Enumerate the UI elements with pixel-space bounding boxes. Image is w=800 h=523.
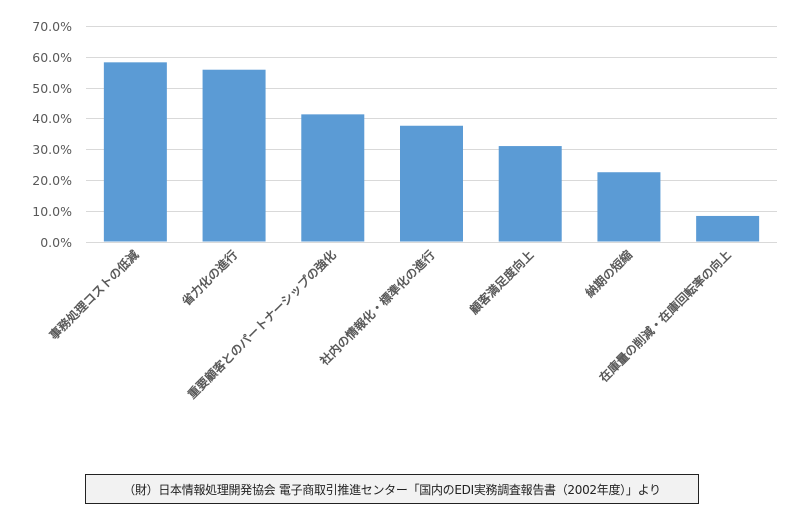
y-tick-label: 50.0% — [32, 81, 72, 96]
bar — [202, 69, 266, 242]
y-tick-label: 70.0% — [32, 19, 72, 34]
x-axis-category-labels: 事務処理コストの低減 省力化の進行重要顧客とのパートナーシップの強化社内の情報化・… — [46, 247, 734, 402]
y-tick-label: 40.0% — [32, 111, 72, 126]
source-note-text: （財）日本情報処理開発協会 電子商取引推進センター「国内のEDI実務調査報告書（… — [123, 482, 661, 497]
y-axis-tick-labels: 0.0% 10.0% 20.0% 30.0% 40.0% 50.0% 60.0% 70.0% — [32, 19, 72, 250]
bar — [400, 125, 463, 242]
y-tick-label: 30.0% — [32, 142, 72, 157]
bar — [498, 146, 562, 242]
y-tick-label: 20.0% — [32, 173, 72, 188]
bars — [103, 62, 760, 242]
bar — [696, 215, 760, 242]
source-note: （財）日本情報処理開発協会 電子商取引推進センター「国内のEDI実務調査報告書（… — [85, 474, 699, 504]
bar — [103, 62, 167, 242]
x-category-label: 納期の短縮 — [582, 247, 635, 300]
bar — [301, 114, 365, 242]
x-category-label: 省力化の進行 — [178, 247, 240, 309]
x-category-label: 社内の情報化・標準化の進行 — [316, 247, 438, 369]
y-tick-label: 10.0% — [32, 204, 72, 219]
x-category-label: 顧客満足度向上 — [466, 247, 536, 317]
y-tick-label: 0.0% — [40, 235, 72, 250]
y-tick-label: 60.0% — [32, 50, 72, 65]
bar-chart: 0.0%10.0%20.0%30.0%40.0%50.0%60.0%70.0% … — [32, 19, 777, 402]
x-category-label: 事務処理コストの低減 — [46, 247, 141, 342]
bar — [597, 172, 661, 242]
